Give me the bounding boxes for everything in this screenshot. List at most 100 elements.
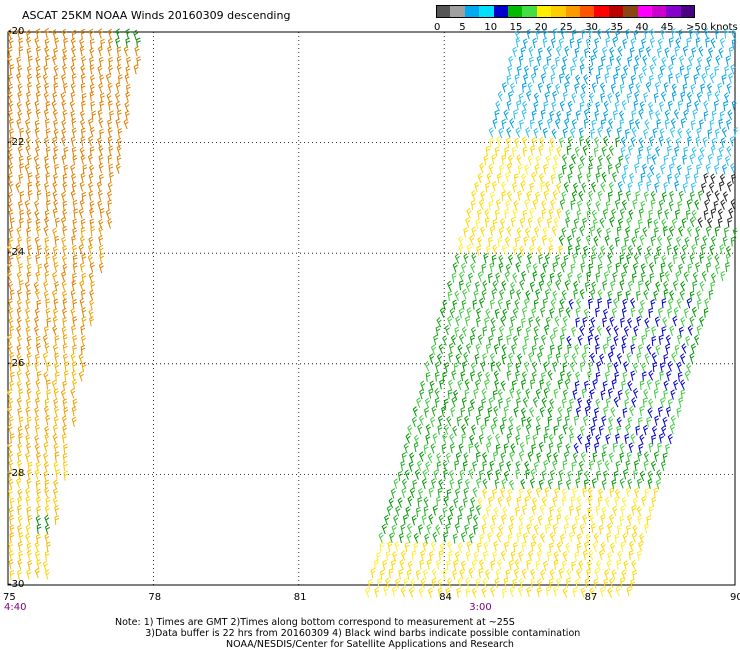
wind-barb: [653, 290, 659, 301]
lon-label: 87: [584, 592, 598, 603]
wind-barb: [634, 118, 641, 130]
wind-barb: [571, 29, 577, 40]
wind-barb: [615, 236, 620, 247]
wind-barb: [25, 434, 31, 445]
wind-barb: [562, 127, 568, 139]
wind-barb: [644, 488, 650, 499]
wind-barb: [639, 101, 645, 112]
wind-barb: [696, 164, 702, 175]
wind-barb: [662, 452, 668, 463]
wind-barb: [659, 362, 665, 373]
wind-barb: [600, 541, 606, 553]
wind-barb: [470, 262, 476, 274]
wind-barb: [547, 415, 553, 426]
wind-barb: [613, 325, 619, 336]
wind-barb: [633, 325, 639, 337]
wind-barb: [439, 379, 445, 390]
time-label: 3:00: [469, 602, 492, 613]
wind-barb: [25, 99, 31, 111]
wind-barb: [529, 244, 535, 256]
wind-barb: [16, 72, 22, 84]
wind-barb: [528, 46, 534, 57]
wind-barb: [89, 299, 95, 310]
wind-barb: [521, 541, 527, 552]
wind-barb: [704, 298, 710, 309]
wind-barb: [530, 379, 535, 390]
wind-barb: [637, 245, 643, 256]
wind-barb: [550, 64, 556, 75]
wind-barb: [687, 136, 692, 147]
wind-barb: [721, 74, 727, 85]
wind-barb: [682, 45, 688, 57]
wind-barb: [690, 83, 696, 95]
wind-barb: [25, 118, 31, 130]
wind-barb: [544, 289, 550, 300]
wind-barb: [573, 415, 579, 426]
wind-barb: [596, 227, 602, 238]
wind-barb: [62, 263, 68, 274]
wind-barb: [543, 387, 549, 399]
wind-barb: [512, 245, 518, 256]
wind-barb: [584, 406, 590, 417]
wind-barb: [562, 315, 568, 327]
wind-barb: [388, 497, 394, 509]
wind-barb: [663, 226, 668, 237]
wind-barb: [44, 27, 50, 39]
wind-barb: [705, 37, 710, 48]
wind-barb: [97, 200, 103, 211]
wind-barb: [638, 146, 644, 157]
wind-barb: [539, 136, 545, 147]
wind-barb: [727, 217, 732, 228]
wind-barb: [482, 488, 488, 499]
wind-barb: [576, 236, 582, 247]
wind-barb: [402, 514, 408, 525]
wind-barb: [99, 74, 105, 85]
wind-barb: [133, 64, 139, 75]
wind-barb: [98, 117, 104, 129]
wind-barb: [72, 254, 78, 265]
wind-barb: [596, 560, 602, 571]
wind-barb: [51, 100, 57, 111]
wind-barb: [542, 262, 548, 273]
wind-barb: [422, 469, 428, 480]
wind-barb: [550, 199, 556, 210]
wind-barb: [600, 514, 606, 525]
wind-barb: [538, 254, 544, 265]
wind-barb: [527, 451, 533, 462]
wind-barb: [587, 101, 592, 112]
wind-barb: [52, 109, 58, 120]
wind-barb: [45, 253, 51, 265]
wind-barb: [513, 541, 518, 553]
wind-barb: [655, 344, 661, 356]
wind-barb: [27, 190, 33, 201]
wind-barb: [686, 101, 692, 112]
wind-barb: [123, 46, 129, 57]
wind-barb: [17, 83, 23, 94]
wind-barb: [605, 200, 611, 211]
wind-barb: [536, 587, 542, 598]
wind-barb: [731, 38, 737, 49]
wind-barb: [430, 541, 436, 552]
wind-barb: [637, 180, 643, 192]
wind-barb: [501, 280, 507, 291]
wind-barb: [539, 379, 545, 390]
wind-barb: [465, 551, 471, 562]
wind-barb: [36, 452, 42, 463]
wind-barb: [710, 235, 717, 247]
wind-barb: [379, 569, 385, 580]
wind-barb: [615, 162, 621, 174]
wind-barb: [19, 218, 24, 229]
wind-barb: [62, 290, 68, 301]
wind-barb: [641, 362, 647, 374]
wind-barb: [61, 128, 67, 139]
wind-barb: [625, 28, 631, 40]
wind-barb: [525, 262, 531, 273]
wind-barb: [603, 271, 609, 282]
wind-barb: [620, 577, 625, 588]
wind-barb: [116, 154, 122, 165]
wind-barb: [644, 317, 650, 329]
wind-barb: [16, 380, 22, 391]
wind-barb: [608, 181, 614, 193]
wind-barb: [27, 559, 33, 571]
wind-barb: [26, 108, 32, 120]
